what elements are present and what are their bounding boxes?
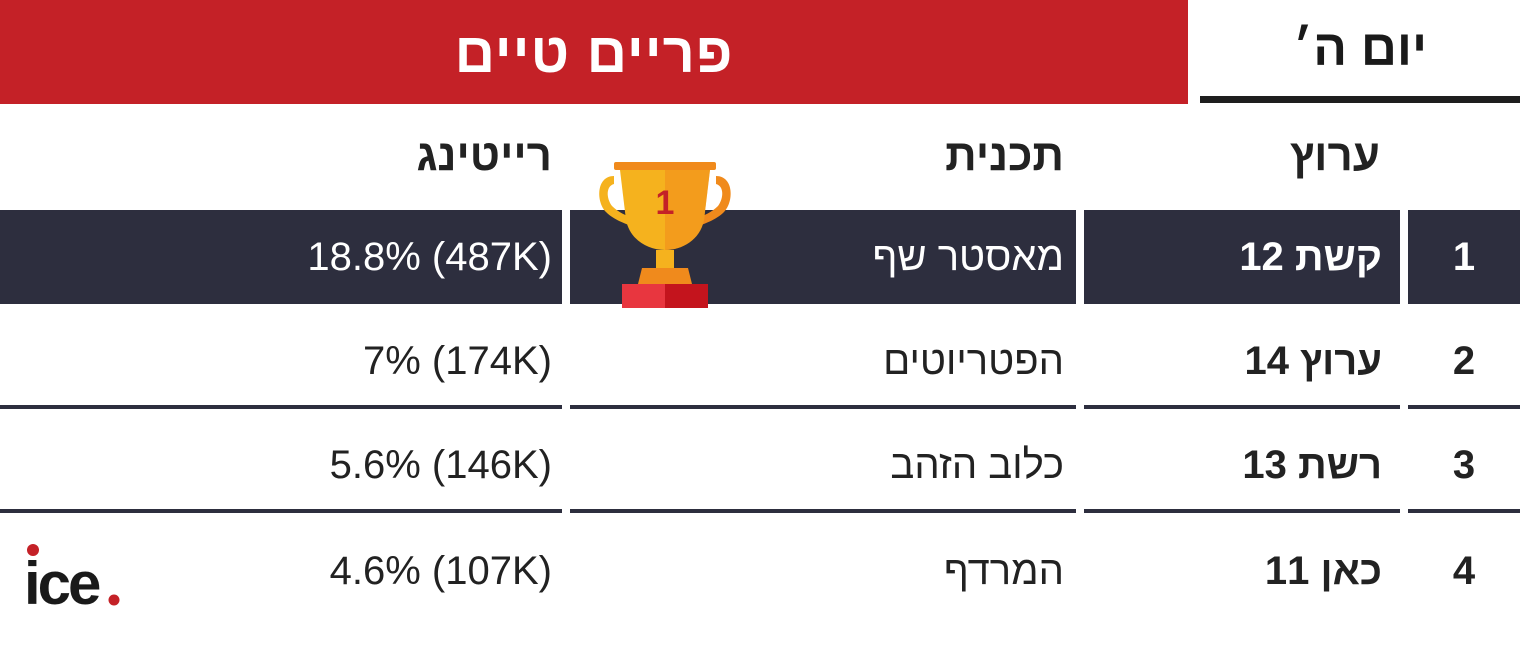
page-title: פריים טיים [454, 20, 734, 84]
table-row: (487K) 18.8% מאסטר שף קשת 12 1 [0, 210, 1520, 304]
row-divider [1084, 405, 1400, 409]
rating-cell: (487K) 18.8% [0, 210, 562, 304]
rating-cell: (174K) 7% [0, 314, 562, 408]
rank-cell: 2 [1408, 314, 1520, 408]
show-name: הפטריוטים [883, 338, 1064, 383]
show-cell: המרדף [570, 524, 1076, 618]
column-header-channel: ערוץ [1084, 124, 1400, 188]
table-row: (174K) 7% הפטריוטים ערוץ 14 2 [0, 314, 1520, 408]
rank-cell: 4 [1408, 524, 1520, 618]
show-cell: הפטריוטים [570, 314, 1076, 408]
day-underline [1200, 96, 1520, 103]
show-name: המרדף [943, 548, 1064, 593]
column-header-show-label: תכנית [945, 131, 1064, 180]
column-header-rating-label: רייטינג [416, 131, 552, 180]
channel-name: כאן 11 [1264, 548, 1382, 593]
column-header-rating: רייטינג [0, 124, 562, 188]
row-divider [1408, 405, 1520, 409]
rank-cell: 1 [1408, 210, 1520, 304]
rank-number: 3 [1452, 442, 1476, 487]
column-header-channel-label: ערוץ [1289, 131, 1380, 180]
rank-number: 1 [1452, 234, 1476, 279]
row-divider [0, 509, 562, 513]
row-divider [0, 405, 562, 409]
channel-cell: קשת 12 [1084, 210, 1400, 304]
header-banner [0, 0, 1188, 104]
channel-cell: רשת 13 [1084, 418, 1400, 512]
rank-cell: 3 [1408, 418, 1520, 512]
rank-number: 4 [1452, 548, 1476, 593]
channel-cell: כאן 11 [1084, 524, 1400, 618]
table-row: (107K) 4.6% המרדף כאן 11 4 [0, 524, 1520, 618]
show-name: כלוב הזהב [890, 442, 1064, 487]
rating-value: (146K) 5.6% [329, 442, 552, 487]
row-divider [570, 405, 1076, 409]
rank-number: 2 [1452, 338, 1476, 383]
show-cell: כלוב הזהב [570, 418, 1076, 512]
column-header-show: תכנית [570, 124, 1076, 188]
logo-dot [27, 544, 39, 556]
row-divider [1084, 509, 1400, 513]
table-row: (146K) 5.6% כלוב הזהב רשת 13 3 [0, 418, 1520, 512]
channel-name: קשת 12 [1239, 234, 1382, 279]
show-name: מאסטר שף [872, 234, 1064, 279]
trophy-number: 1 [656, 184, 675, 222]
trophy-icon: 1 [599, 162, 731, 308]
logo-text: ice [24, 550, 100, 616]
row-divider [570, 509, 1076, 513]
day-label: יום ה׳ [1292, 20, 1428, 76]
channel-cell: ערוץ 14 [1084, 314, 1400, 408]
rating-cell: (107K) 4.6% [0, 524, 562, 618]
channel-name: ערוץ 14 [1244, 338, 1383, 383]
row-divider [1408, 509, 1520, 513]
rating-value: (487K) 18.8% [307, 234, 552, 279]
ice-logo: ice [24, 544, 120, 616]
logo-period [108, 594, 120, 606]
rating-value: (174K) 7% [363, 338, 552, 383]
rating-value: (107K) 4.6% [329, 548, 552, 593]
rating-cell: (146K) 5.6% [0, 418, 562, 512]
channel-name: רשת 13 [1242, 442, 1382, 487]
